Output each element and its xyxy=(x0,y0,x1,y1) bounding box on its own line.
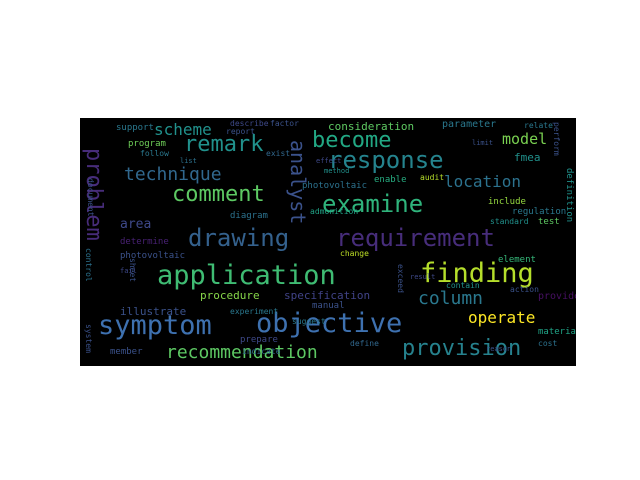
cloud-word: scheme xyxy=(154,120,212,139)
cloud-word: standard xyxy=(490,217,529,226)
cloud-word: regulation xyxy=(512,207,567,217)
cloud-word: action xyxy=(510,285,539,294)
cloud-word: definition xyxy=(564,168,574,223)
cloud-word: symptom xyxy=(98,310,212,341)
cloud-word: support xyxy=(116,123,154,133)
cloud-word: cost xyxy=(538,339,558,348)
cloud-word: document xyxy=(86,178,95,217)
cloud-word: become xyxy=(312,128,392,153)
cloud-word: material xyxy=(538,327,576,337)
cloud-word: test xyxy=(538,217,560,227)
cloud-word: remark xyxy=(184,132,264,157)
cloud-word: relate xyxy=(524,121,553,130)
cloud-word: operate xyxy=(468,308,536,327)
cloud-word: application xyxy=(157,260,336,291)
cloud-word: objective xyxy=(256,308,403,339)
cloud-word: recommendation xyxy=(166,342,318,363)
cloud-word: procedure xyxy=(200,289,260,302)
cloud-word: photovoltaic xyxy=(120,251,186,261)
cloud-word: define xyxy=(350,339,379,348)
cloud-word: comment xyxy=(172,182,265,207)
cloud-word: member xyxy=(110,347,143,357)
cloud-word: system xyxy=(84,324,93,353)
cloud-word: change xyxy=(340,249,369,258)
cloud-word: photovoltaic xyxy=(302,181,368,191)
cloud-word: element xyxy=(498,255,536,265)
cloud-word: manual xyxy=(312,301,345,311)
cloud-word: fmea xyxy=(514,151,541,164)
cloud-word: location xyxy=(444,172,522,191)
cloud-word: describe xyxy=(230,119,269,128)
cloud-word: list xyxy=(180,157,197,165)
cloud-word: prepare xyxy=(240,335,278,345)
cloud-word: audit xyxy=(420,173,445,182)
cloud-word: factor xyxy=(270,119,299,128)
cloud-word: technique xyxy=(124,164,222,185)
cloud-word: include xyxy=(488,197,526,207)
cloud-word: report xyxy=(226,127,255,136)
cloud-word: finding xyxy=(420,258,534,289)
cloud-word: method xyxy=(324,167,350,175)
cloud-word: experiment xyxy=(230,307,279,316)
cloud-word: exist xyxy=(266,149,291,158)
cloud-word: contain xyxy=(446,281,480,290)
cloud-word: program xyxy=(128,139,166,149)
cloud-word: response xyxy=(328,146,444,174)
cloud-word: provision xyxy=(402,336,522,361)
cloud-word: exceed xyxy=(396,264,405,293)
cloud-word: control xyxy=(84,248,93,282)
cloud-word: perform xyxy=(552,122,561,156)
cloud-word: suggest xyxy=(292,317,326,326)
cloud-word: examine xyxy=(322,190,424,218)
cloud-word: requirement xyxy=(336,224,495,252)
cloud-word: fail xyxy=(120,267,137,275)
cloud-word: effect xyxy=(316,157,342,165)
cloud-word: provide xyxy=(538,291,576,302)
word-cloud: symptom objective application finding drawin… xyxy=(80,118,576,366)
cloud-word: enable xyxy=(374,175,407,185)
cloud-word: result xyxy=(410,273,436,281)
cloud-word: consideration xyxy=(328,120,415,133)
cloud-word: limit xyxy=(472,139,494,147)
cloud-word: area xyxy=(120,217,152,232)
cloud-word: illustrate xyxy=(120,305,187,318)
cloud-word: specification xyxy=(284,289,371,302)
cloud-word: admonition xyxy=(310,207,359,216)
cloud-word: diagram xyxy=(230,211,268,221)
cloud-word: follow xyxy=(140,149,169,158)
cloud-word: parameter xyxy=(442,119,497,130)
cloud-word: reason xyxy=(486,345,512,353)
cloud-word: indicate xyxy=(242,347,281,356)
cloud-word: column xyxy=(418,288,484,309)
cloud-word: model xyxy=(502,130,548,148)
cloud-word: drawing xyxy=(188,224,290,252)
cloud-word: determine xyxy=(120,237,169,247)
